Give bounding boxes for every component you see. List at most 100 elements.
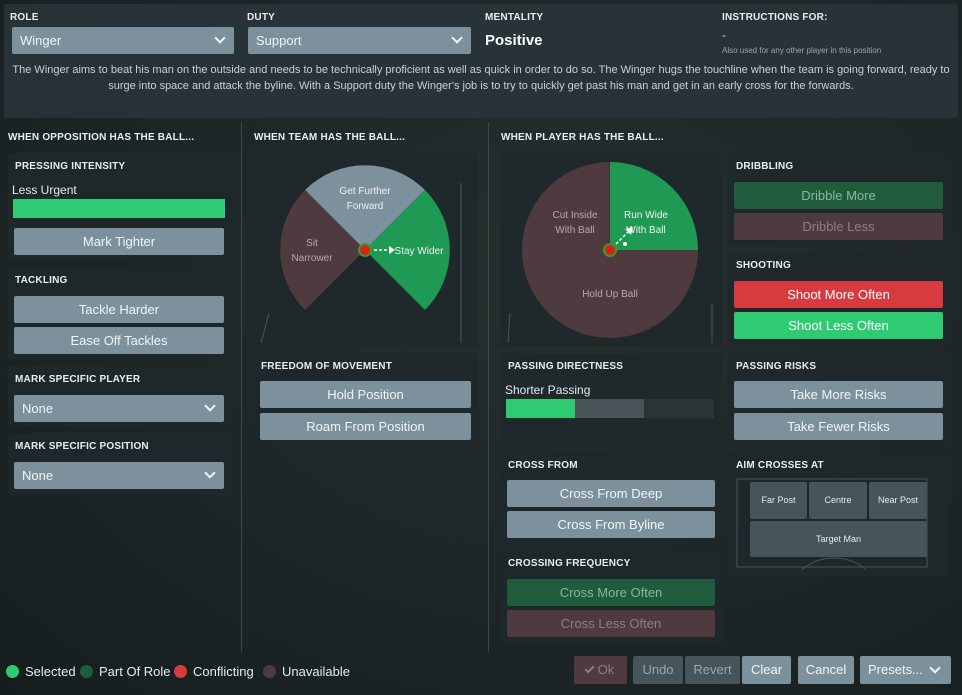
mark-tighter-button[interactable]: Mark Tighter [14, 228, 224, 255]
cross-from-byline-button[interactable]: Cross From Byline [507, 511, 715, 538]
legend-selected-label: Selected [25, 664, 76, 679]
cross-from-deep-button[interactable]: Cross From Deep [507, 480, 715, 507]
cross-less-often-button[interactable]: Cross Less Often [507, 610, 715, 637]
near-post-target[interactable]: Near Post [869, 482, 927, 519]
hold-up-ball-label: Hold Up Ball [582, 289, 638, 300]
undo-button[interactable]: Undo [633, 656, 683, 684]
arrow-up-right-icon [625, 227, 633, 235]
chevron-down-icon [214, 32, 226, 44]
tackling-title: TACKLING [15, 275, 68, 286]
mark-player-value: None [22, 401, 54, 416]
ok-button[interactable]: Ok [574, 656, 627, 684]
role-header-panel [4, 4, 958, 118]
player-ball-heading: WHEN PLAYER HAS THE BALL... [501, 132, 664, 143]
legend-unavailable-label: Unavailable [282, 664, 350, 679]
aim-crosses-pitch [736, 478, 928, 570]
instructions-for-value: - [722, 28, 726, 42]
ball-icon [623, 242, 627, 246]
duty-label: DUTY [247, 12, 276, 23]
arrow-line [615, 231, 629, 245]
column-divider [488, 122, 489, 652]
penalty-arc [801, 557, 867, 570]
crossing-frequency-title: CROSSING FREQUENCY [508, 558, 631, 569]
pressing-slider-fill [13, 199, 225, 218]
passing-directness-slider[interactable] [506, 399, 714, 418]
wider-label: Stay Wider [395, 246, 445, 257]
pressing-value: Less Urgent [12, 183, 77, 197]
narrower-label: Sit [306, 238, 318, 249]
revert-button[interactable]: Revert [685, 656, 740, 684]
hold-position-button[interactable]: Hold Position [260, 381, 471, 408]
roam-from-position-button[interactable]: Roam From Position [260, 413, 471, 440]
role-value: Winger [20, 33, 62, 48]
narrower-label-line2: Narrower [291, 253, 333, 264]
forward-label-line2: Forward [347, 201, 384, 212]
slider-mid-segment [575, 399, 644, 418]
unavailable-dot-icon [263, 665, 276, 678]
conflicting-dot-icon [174, 665, 187, 678]
role-dropdown[interactable]: Winger [12, 27, 234, 54]
sit-narrower-sector[interactable] [280, 190, 365, 310]
team-ball-heading: WHEN TEAM HAS THE BALL... [254, 132, 406, 143]
mentality-label: MENTALITY [485, 12, 544, 23]
mark-position-dropdown[interactable]: None [14, 462, 224, 489]
duty-dropdown[interactable]: Support [248, 27, 471, 54]
cut-inside-label: Cut Inside [552, 210, 597, 221]
shoot-more-often-button[interactable]: Shoot More Often [734, 281, 943, 308]
mark-position-value: None [22, 468, 54, 483]
presets-label: Presets... [868, 662, 923, 677]
role-label: ROLE [10, 12, 39, 23]
chevron-down-icon [451, 32, 463, 44]
instructions-for-label: INSTRUCTIONS FOR: [722, 12, 828, 23]
aim-crosses-title: AIM CROSSES AT [736, 460, 824, 471]
cross-more-often-button[interactable]: Cross More Often [507, 579, 715, 606]
passing-directness-fill [506, 399, 575, 418]
mark-player-dropdown[interactable]: None [14, 395, 224, 422]
player-movement-wheel[interactable]: Cut Inside With Ball Run Wide With Ball … [500, 153, 722, 347]
run-wide-label-line2: With Ball [626, 225, 665, 236]
pitch-line [507, 312, 511, 344]
pressing-slider[interactable] [13, 199, 225, 218]
pressing-title: PRESSING INTENSITY [15, 161, 126, 172]
team-movement-wheel[interactable]: Get Further Forward Sit Narrower Stay Wi… [253, 153, 478, 347]
part-of-role-dot-icon [80, 665, 93, 678]
selected-dot-icon [6, 665, 19, 678]
ok-label: Ok [597, 662, 615, 677]
freedom-title: FREEDOM OF MOVEMENT [261, 361, 393, 372]
penalty-box-outline [736, 478, 928, 568]
chevron-down-icon [204, 400, 216, 412]
cancel-button[interactable]: Cancel [798, 656, 854, 684]
legend-conflicting: Conflicting [174, 664, 254, 679]
tackle-harder-button[interactable]: Tackle Harder [14, 296, 224, 323]
ease-off-tackles-button[interactable]: Ease Off Tackles [14, 327, 224, 354]
player-marker-icon [358, 243, 372, 257]
take-more-risks-button[interactable]: Take More Risks [734, 381, 943, 408]
checkmark-icon [584, 663, 595, 674]
dribble-less-button[interactable]: Dribble Less [734, 213, 943, 240]
far-post-target[interactable]: Far Post [750, 482, 807, 519]
instructions-note: Also used for any other player in this p… [722, 46, 882, 55]
dribble-more-button[interactable]: Dribble More [734, 182, 943, 209]
get-further-forward-sector[interactable] [305, 165, 425, 250]
target-man-target[interactable]: Target Man [750, 521, 927, 557]
shoot-less-often-button[interactable]: Shoot Less Often [734, 312, 943, 339]
passing-directness-title: PASSING DIRECTNESS [508, 361, 624, 372]
cut-inside-label-line2: With Ball [555, 225, 594, 236]
column-divider [241, 122, 242, 652]
role-description: The Winger aims to beat his man on the o… [12, 64, 950, 92]
pitch-line [260, 312, 270, 344]
stay-wider-sector[interactable] [365, 190, 450, 310]
passing-directness-value: Shorter Passing [505, 383, 591, 397]
centre-target[interactable]: Centre [809, 482, 867, 519]
arrow-right-icon [389, 246, 395, 254]
forward-label: Get Further [339, 186, 391, 197]
opposition-heading: WHEN OPPOSITION HAS THE BALL... [8, 132, 195, 143]
legend-unavailable: Unavailable [263, 664, 350, 679]
cross-from-title: CROSS FROM [508, 460, 578, 471]
take-fewer-risks-button[interactable]: Take Fewer Risks [734, 413, 943, 440]
passing-risks-title: PASSING RISKS [736, 361, 817, 372]
legend-selected: Selected [6, 664, 76, 679]
clear-button[interactable]: Clear [742, 656, 791, 684]
presets-dropdown[interactable]: Presets... [860, 656, 951, 684]
chevron-down-icon [204, 467, 216, 479]
